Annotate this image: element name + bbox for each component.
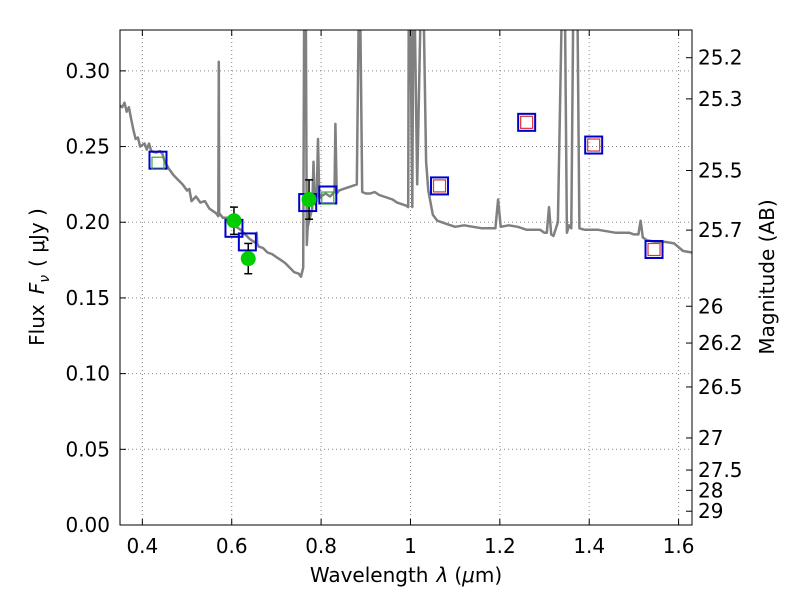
mag-tick-label: 25.5 bbox=[698, 158, 743, 182]
model-photometry-square bbox=[430, 176, 450, 196]
y-tick-label: 0.25 bbox=[65, 135, 110, 159]
y-tick-label: 0.10 bbox=[65, 362, 110, 386]
observed-square-red bbox=[520, 115, 534, 129]
x-axis-label: Wavelength λ (μm) bbox=[310, 563, 502, 587]
y-tick-label: 0.00 bbox=[65, 513, 110, 537]
mag-tick-label: 26 bbox=[698, 294, 723, 318]
mag-tick-label: 26.5 bbox=[698, 375, 743, 399]
ticks-layer: 0.4 0.6 0.8 1 1.2 1.4 1.6 0.00 0.05 0.10 0.15 0.20 0… bbox=[65, 30, 743, 558]
y-tick-label: 0.30 bbox=[65, 59, 110, 83]
observed-square-red bbox=[647, 242, 661, 257]
model-photometry-square bbox=[584, 135, 604, 155]
detection-point bbox=[226, 213, 242, 229]
sed-model-line bbox=[120, 30, 692, 278]
observed-square-red bbox=[587, 138, 601, 152]
x-tick-label: 1 bbox=[404, 534, 417, 558]
model-photometry-square bbox=[237, 232, 257, 252]
observed-square-red bbox=[432, 179, 447, 193]
mag-tick-label: 29 bbox=[698, 499, 723, 523]
detection-point bbox=[240, 251, 256, 267]
x-tick-label: 0.8 bbox=[305, 534, 337, 558]
mag-tick-label: 28 bbox=[698, 478, 723, 502]
mag-tick-label: 25.7 bbox=[698, 218, 743, 242]
mag-tick-label: 25.3 bbox=[698, 87, 743, 111]
model-photometry-square bbox=[517, 112, 537, 132]
x-tick-label: 0.4 bbox=[126, 534, 158, 558]
mag-tick-label: 27.5 bbox=[698, 458, 743, 482]
y-tick-label: 0.15 bbox=[65, 286, 110, 310]
y-tick-label: 0.20 bbox=[65, 210, 110, 234]
plot-frame bbox=[119, 29, 693, 526]
x-tick-label: 0.6 bbox=[216, 534, 248, 558]
sed-layer bbox=[120, 30, 692, 278]
x-tick-label: 1.4 bbox=[573, 534, 605, 558]
model-photometry-square bbox=[644, 239, 664, 259]
observed-square-green bbox=[321, 191, 335, 205]
mag-tick-label: 27 bbox=[698, 426, 723, 450]
markers-layer bbox=[148, 112, 664, 275]
x-tick-label: 1.2 bbox=[484, 534, 516, 558]
y2-axis-label: Magnitude (AB) bbox=[755, 199, 779, 354]
detection-point bbox=[301, 192, 317, 208]
mag-tick-label: 25.2 bbox=[698, 46, 743, 70]
x-tick-label: 1.6 bbox=[663, 534, 695, 558]
y-tick-label: 0.05 bbox=[65, 437, 110, 461]
mag-tick-label: 26.2 bbox=[698, 331, 743, 355]
y-axis-label: FluxFν( μJy ) bbox=[25, 208, 53, 346]
observed-square-green bbox=[151, 156, 165, 170]
